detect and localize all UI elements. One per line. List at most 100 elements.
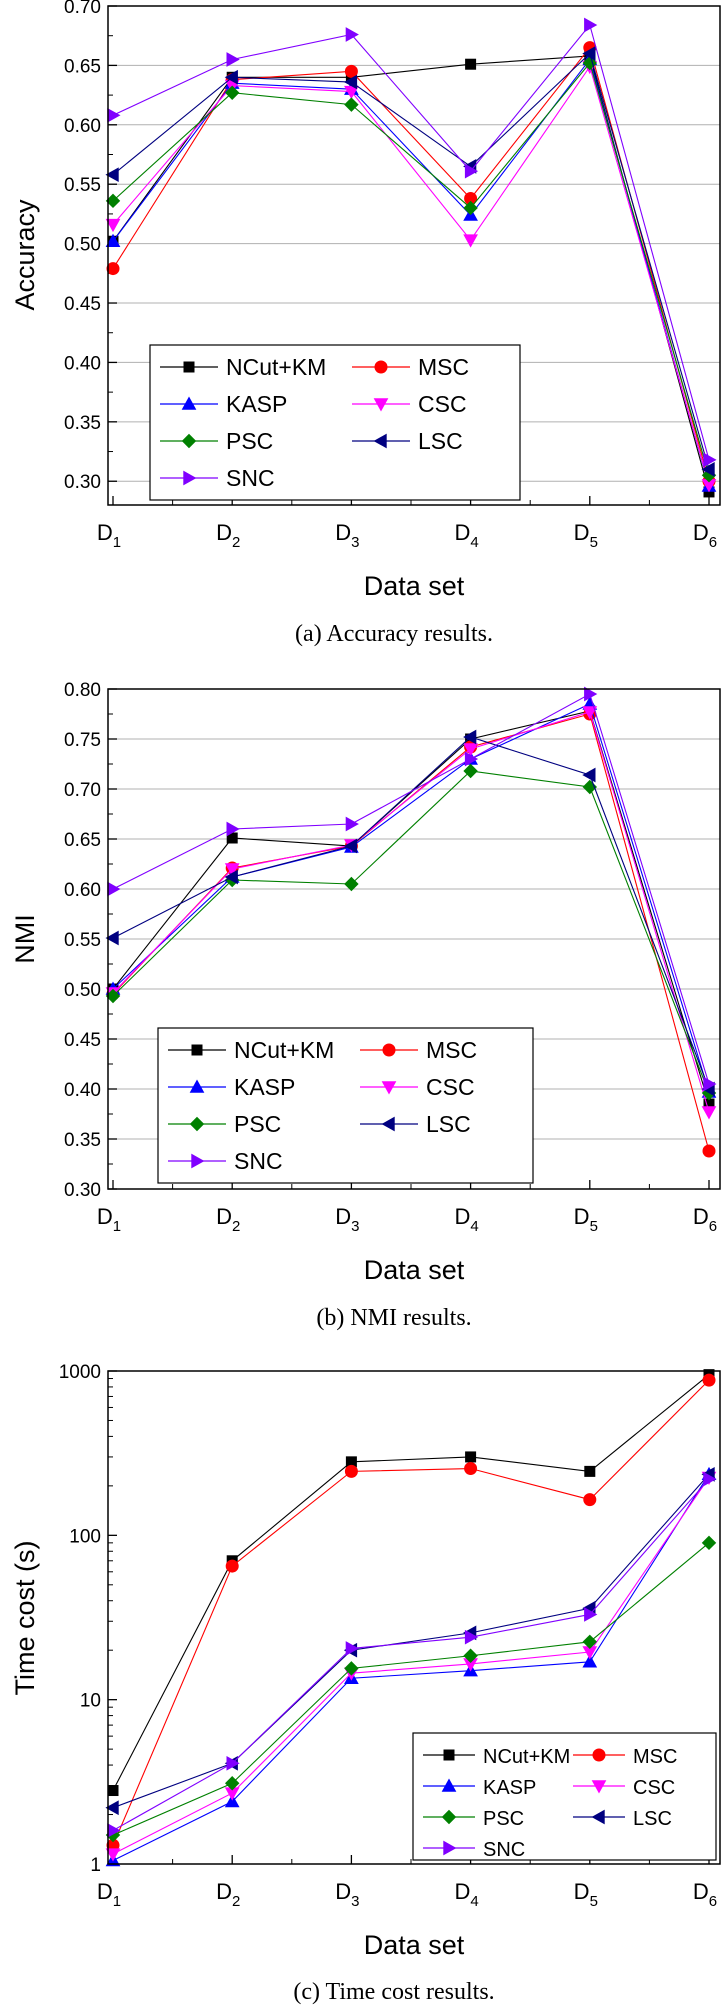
legend-marker-msc xyxy=(374,360,388,374)
y-tick-label: 0.55 xyxy=(64,930,101,951)
series-snc xyxy=(107,1471,717,1838)
legend-marker-msc xyxy=(592,1748,606,1762)
y-tick-label: 1 xyxy=(90,1855,101,1876)
legend-marker-ncut-km xyxy=(183,361,195,373)
legend-label-psc: PSC xyxy=(226,428,273,454)
point-lsc xyxy=(343,74,358,90)
point-snc xyxy=(584,1607,598,1622)
x-axis-label: Data set xyxy=(364,1255,465,1285)
y-tick-label: 0.35 xyxy=(64,1130,101,1151)
series-snc xyxy=(107,17,717,468)
point-snc xyxy=(345,27,359,42)
point-snc xyxy=(345,1641,359,1656)
legend-box xyxy=(149,344,521,501)
point-snc xyxy=(345,816,359,832)
x-axis-label: Data set xyxy=(364,571,465,601)
y-tick-label: 0.50 xyxy=(64,235,101,256)
x-tick-label: D6 xyxy=(693,1204,717,1235)
legend-label-csc: CSC xyxy=(633,1777,675,1799)
series-line-lsc xyxy=(112,52,710,470)
point-snc xyxy=(464,1629,479,1645)
point-kasp xyxy=(105,233,121,247)
x-tick-label: D1 xyxy=(97,520,121,551)
legend-marker-ncut-km xyxy=(443,1749,455,1761)
legend: NCut+KM MSC KASP CSC PSC LSC SNC xyxy=(149,344,521,501)
x-tick-label: D3 xyxy=(335,1204,359,1235)
series-line-csc xyxy=(112,65,710,485)
y-axis-label: Accuracy xyxy=(10,199,40,311)
legend-marker-lsc xyxy=(591,1809,605,1825)
legend-marker-snc xyxy=(191,1153,205,1169)
legend-label-ncut-km: NCut+KM xyxy=(226,354,326,380)
legend-label-ncut-km: NCut+KM xyxy=(234,1037,334,1063)
series-snc xyxy=(107,686,717,1092)
series-line-snc xyxy=(112,1478,710,1831)
series-psc xyxy=(105,55,717,483)
point-csc xyxy=(582,706,598,720)
series-psc xyxy=(105,1535,717,1843)
legend-marker-kasp xyxy=(181,396,197,410)
y-tick-label: 0.45 xyxy=(64,294,101,315)
x-tick-label: D2 xyxy=(216,1204,240,1235)
y-tick-label: 0.45 xyxy=(64,1030,101,1051)
point-msc xyxy=(225,1559,239,1573)
legend-label-lsc: LSC xyxy=(633,1808,672,1830)
legend-label-msc: MSC xyxy=(426,1037,477,1063)
legend: NCut+KM MSC KASP CSC PSC LSC SNC xyxy=(412,1732,717,1861)
series-line-lsc xyxy=(112,1473,710,1809)
point-lsc xyxy=(105,167,119,183)
series-line-msc xyxy=(112,1379,710,1846)
y-tick-label: 0.50 xyxy=(64,980,101,1001)
point-snc xyxy=(107,107,121,123)
point-lsc xyxy=(701,462,715,477)
y-tick-label: 0.60 xyxy=(64,116,101,137)
plot-frame xyxy=(107,688,721,1190)
y-tick-label: 10 xyxy=(80,1691,101,1712)
x-tick-label: D2 xyxy=(216,520,240,551)
point-snc xyxy=(584,686,598,702)
series-line-ncut-km xyxy=(112,1374,710,1791)
x-tick-label: D3 xyxy=(335,1879,359,1910)
x-tick-label: D4 xyxy=(454,1204,478,1235)
point-csc xyxy=(344,85,359,100)
legend-marker-psc xyxy=(441,1809,457,1825)
y-tick-label: 0.65 xyxy=(64,56,101,77)
point-psc xyxy=(344,876,359,892)
figure-caption: (a) Accuracy results. xyxy=(295,621,493,647)
y-tick-label: 0.35 xyxy=(64,413,101,434)
point-snc xyxy=(226,821,240,837)
legend-marker-csc xyxy=(381,1081,397,1095)
x-tick-label: D3 xyxy=(335,520,359,551)
point-psc xyxy=(344,1661,359,1676)
y-tick-label: 0.80 xyxy=(64,680,101,701)
plot-frame xyxy=(107,1370,721,1865)
legend-box xyxy=(412,1732,717,1861)
x-tick-label: D1 xyxy=(97,1204,121,1235)
figure-caption: (b) NMI results. xyxy=(316,1305,471,1331)
x-tick-label: D5 xyxy=(574,1879,598,1910)
x-tick-label: D4 xyxy=(454,520,478,551)
point-snc xyxy=(703,1471,717,1487)
point-psc xyxy=(582,1634,598,1649)
point-ncut-km xyxy=(465,1451,477,1463)
series-line-psc xyxy=(112,770,710,1094)
legend-marker-snc xyxy=(443,1840,457,1856)
series-line-snc xyxy=(112,23,710,460)
legend-marker-csc xyxy=(373,398,389,412)
series-msc xyxy=(106,1373,716,1852)
y-tick-label: 0.75 xyxy=(64,730,101,751)
y-tick-label: 0.30 xyxy=(64,472,101,493)
figure-caption: (c) Time cost results. xyxy=(293,1979,494,2005)
legend-marker-ncut-km xyxy=(191,1044,203,1056)
legend-label-lsc: LSC xyxy=(418,428,463,454)
point-snc xyxy=(703,1076,717,1092)
chart-3: 1 10 100 1000 D1 D2 D3 D4 D5 D6 Data set Time cost … xyxy=(10,1362,721,2005)
series-line-kasp xyxy=(112,703,710,1093)
legend-marker-lsc xyxy=(373,433,387,449)
series-line-csc xyxy=(112,711,710,1113)
y-tick-label: 0.30 xyxy=(64,1180,101,1201)
legend-label-snc: SNC xyxy=(226,465,275,491)
point-csc xyxy=(105,218,121,233)
point-lsc xyxy=(105,930,119,946)
